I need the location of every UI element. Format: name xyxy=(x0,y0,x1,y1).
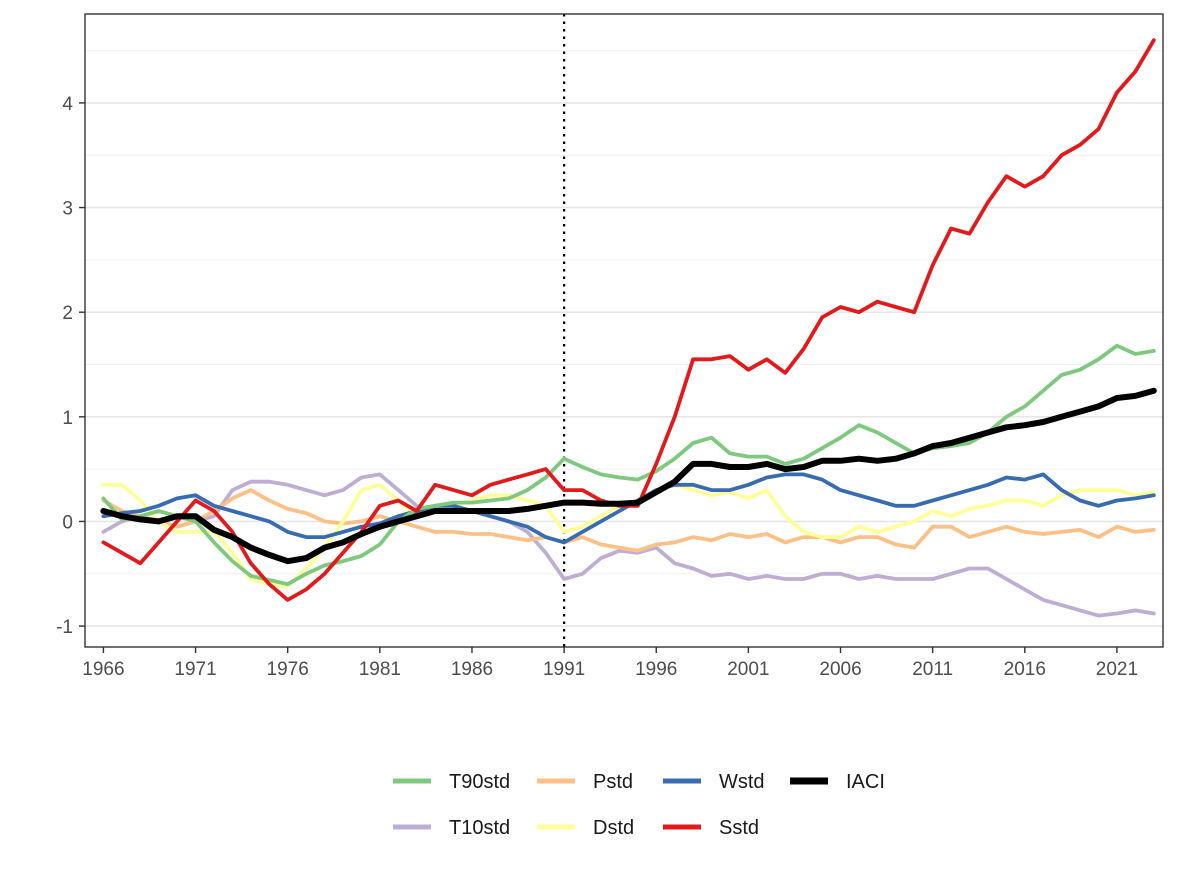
y-tick-label: 2 xyxy=(62,303,73,324)
series-line-sstd xyxy=(101,38,1156,602)
x-tick-label: 2006 xyxy=(819,659,861,680)
x-tick-label: 1976 xyxy=(267,659,309,680)
series-line-pstd xyxy=(101,488,1156,553)
legend-label: Wstd xyxy=(719,771,765,793)
x-tick-label: 1991 xyxy=(543,659,585,680)
legend-label: Dstd xyxy=(593,817,634,839)
x-tick-label: 1971 xyxy=(174,659,216,680)
x-tick-label: 1966 xyxy=(82,659,124,680)
frame-layer xyxy=(84,13,1164,648)
x-tick-label: 2016 xyxy=(1004,659,1046,680)
legend-item-iaci: IACI xyxy=(790,771,885,793)
y-tick-label: -1 xyxy=(56,617,73,638)
x-tick-label: 1986 xyxy=(451,659,493,680)
legend-item-dstd: Dstd xyxy=(537,817,634,839)
legend-label: T90std xyxy=(449,771,510,793)
legend-label: Sstd xyxy=(719,817,759,839)
x-tick-label: 1981 xyxy=(359,659,401,680)
series-line-wstd xyxy=(101,472,1156,545)
series-layer xyxy=(100,38,1157,618)
x-tick-label: 2001 xyxy=(727,659,769,680)
series-line-t10std xyxy=(101,472,1156,618)
legend-item-pstd: Pstd xyxy=(537,771,633,793)
legend-label: T10std xyxy=(449,817,510,839)
legend-item-t90std: T90std xyxy=(393,771,510,793)
x-tick-label: 2011 xyxy=(912,659,953,680)
y-tick-label: 1 xyxy=(62,408,73,429)
x-tick-label: 2021 xyxy=(1096,659,1138,680)
legend-label: Pstd xyxy=(593,771,633,793)
legend-item-sstd: Sstd xyxy=(663,817,759,839)
legend-item-wstd: Wstd xyxy=(663,771,765,793)
axis-layer: 1966 1971 1976 1981 1986 1991 1996 2001 2006 2011… xyxy=(56,94,1138,680)
series-line-iaci xyxy=(100,387,1157,565)
legend-label: IACI xyxy=(846,771,885,793)
y-tick-label: 3 xyxy=(62,199,73,220)
legend: T90std Pstd Wstd IACI T10std Dstd Sstd xyxy=(393,771,885,839)
y-tick-label: 0 xyxy=(62,512,73,533)
y-tick-label: 4 xyxy=(62,94,73,115)
plot-frame xyxy=(84,13,1164,648)
legend-item-t10std: T10std xyxy=(393,817,510,839)
x-tick-label: 1996 xyxy=(635,659,677,680)
